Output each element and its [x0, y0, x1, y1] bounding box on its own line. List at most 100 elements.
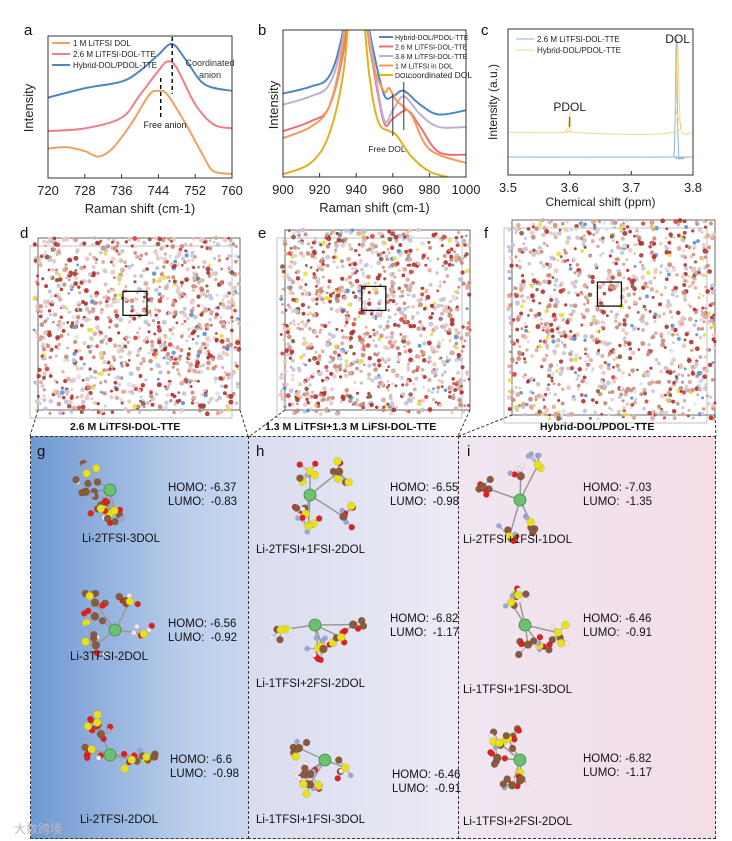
atom — [194, 341, 199, 346]
atom — [70, 388, 74, 391]
atom — [237, 321, 241, 326]
atom — [282, 402, 287, 407]
atom — [225, 404, 231, 410]
atom — [197, 403, 203, 409]
atom — [448, 358, 452, 362]
atom — [32, 328, 36, 332]
atom — [65, 276, 68, 280]
atom — [57, 342, 62, 347]
atom — [227, 236, 230, 240]
atom — [478, 482, 487, 491]
atom — [295, 515, 301, 521]
atom — [334, 467, 344, 476]
atom — [441, 234, 447, 240]
atom — [348, 524, 355, 531]
atom — [551, 371, 556, 376]
atom — [133, 274, 137, 278]
atom — [412, 382, 416, 386]
atom — [284, 382, 289, 387]
atom — [385, 368, 389, 372]
atom — [235, 364, 239, 368]
atom — [98, 250, 103, 255]
atom — [587, 363, 591, 367]
cluster-h-3 — [289, 738, 354, 799]
atom — [624, 313, 630, 319]
atom — [367, 363, 372, 368]
atom — [436, 385, 441, 390]
atom — [319, 328, 323, 332]
atom — [408, 392, 413, 397]
atom — [96, 371, 101, 376]
atom — [202, 342, 206, 346]
atom — [171, 236, 177, 242]
atom — [407, 361, 410, 365]
atom — [372, 328, 376, 332]
atom — [132, 236, 138, 241]
atom — [352, 352, 356, 356]
atom — [39, 380, 43, 385]
atom — [190, 258, 195, 262]
atom — [603, 360, 607, 365]
md-box-f — [503, 218, 717, 424]
atom — [227, 281, 232, 286]
atom — [454, 258, 459, 263]
atom — [84, 395, 90, 401]
atom — [318, 331, 322, 335]
atom — [462, 238, 466, 242]
atom — [236, 366, 240, 370]
atom — [137, 388, 142, 393]
atom — [341, 397, 346, 401]
atom — [348, 370, 353, 376]
atom — [300, 320, 305, 325]
atom — [369, 234, 375, 239]
atom — [443, 388, 448, 392]
atom — [199, 326, 203, 331]
atom — [225, 337, 229, 342]
atom — [428, 282, 433, 287]
atom — [513, 591, 523, 600]
atom — [87, 272, 93, 277]
atom — [615, 376, 618, 380]
atom — [525, 453, 532, 459]
atom — [124, 240, 128, 244]
atom — [385, 257, 390, 262]
atom — [410, 240, 414, 243]
atom — [321, 262, 325, 266]
atom — [625, 402, 630, 407]
atom — [309, 394, 314, 399]
atom — [114, 387, 119, 392]
plot-area — [508, 36, 693, 160]
atom — [375, 311, 380, 317]
atom — [445, 274, 450, 278]
atom — [182, 312, 188, 318]
atom — [81, 743, 89, 752]
atom — [455, 305, 459, 309]
atom — [155, 315, 160, 320]
atom — [320, 394, 323, 397]
atom — [367, 281, 371, 286]
atom — [317, 656, 324, 664]
atom — [54, 278, 60, 283]
atom — [49, 294, 54, 299]
atom — [386, 402, 390, 406]
atom — [100, 245, 106, 251]
atom — [36, 274, 40, 278]
atom — [402, 301, 407, 306]
atom — [64, 306, 69, 311]
atom — [166, 370, 171, 375]
atom — [84, 462, 90, 468]
atom — [307, 327, 312, 331]
atom — [168, 382, 172, 387]
atom — [440, 359, 446, 365]
atom — [595, 350, 601, 356]
atom — [366, 376, 371, 381]
atom — [426, 360, 431, 364]
atom — [306, 312, 310, 317]
atom — [622, 408, 627, 413]
atom — [305, 391, 310, 396]
atom — [325, 291, 329, 295]
atom — [405, 287, 410, 292]
atom — [576, 383, 581, 388]
atom — [49, 239, 54, 244]
